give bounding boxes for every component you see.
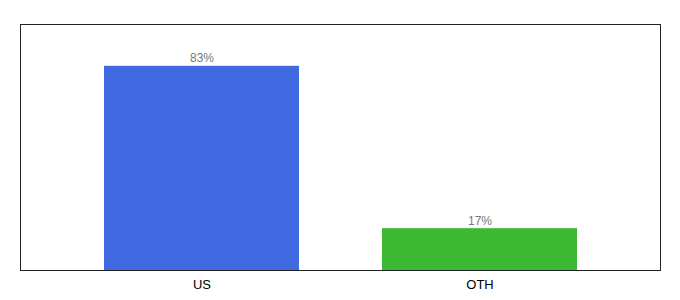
svg-text:US: US <box>193 277 211 292</box>
svg-text:83%: 83% <box>190 51 214 65</box>
svg-text:OTH: OTH <box>466 277 493 292</box>
svg-text:17%: 17% <box>468 214 492 228</box>
